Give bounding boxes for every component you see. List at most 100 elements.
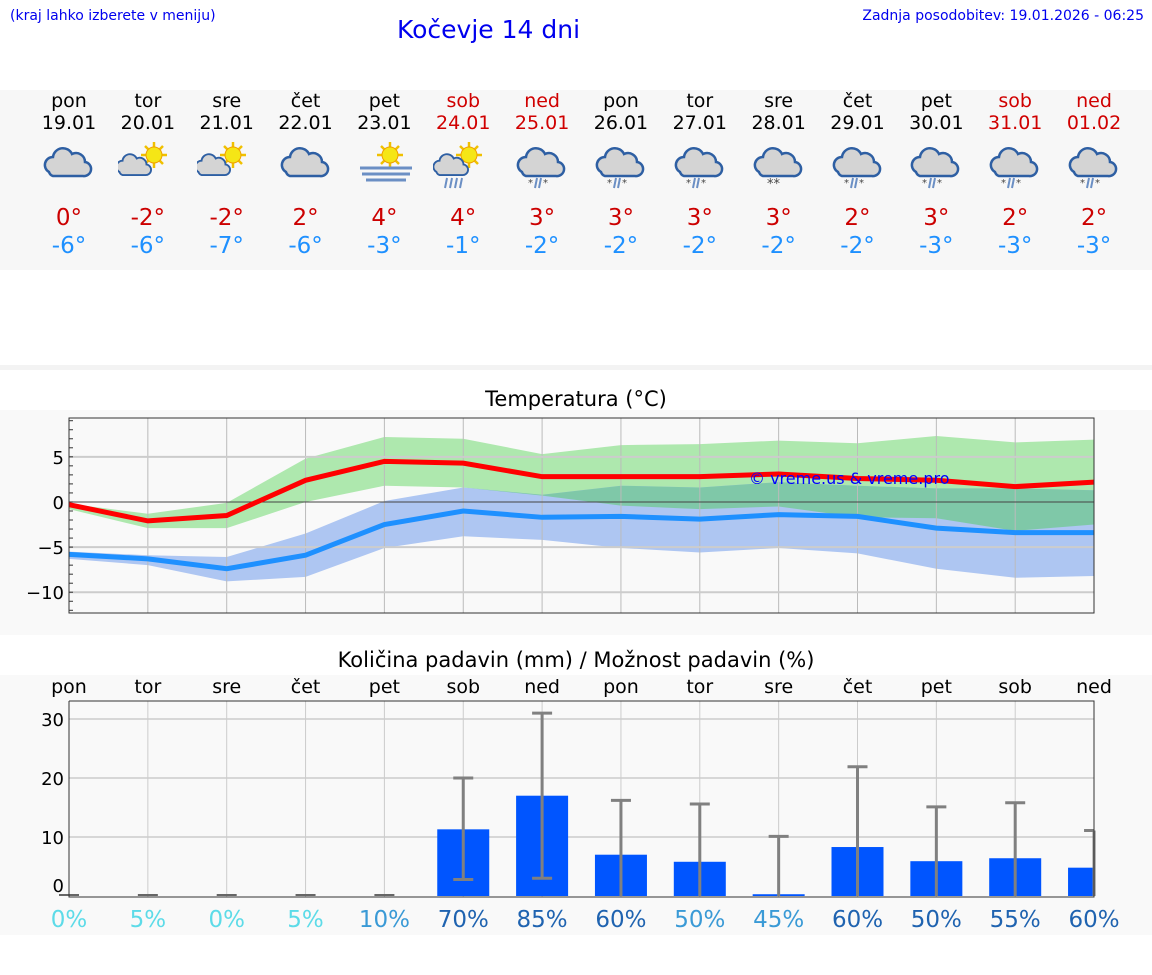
day-name: pet [920, 90, 952, 112]
day-forecast: sob 24.01 4° -1° [424, 90, 503, 260]
day-date: 31.01 [987, 112, 1043, 134]
day-date: 26.01 [593, 112, 649, 134]
cloudy-icon [30, 138, 109, 202]
day-forecast: čet 22.01 2° -6° [266, 90, 345, 260]
day-forecast: tor 27.01 * * 3° -2° [660, 90, 739, 260]
x-category-label: tor [686, 676, 713, 698]
day-forecast: sre 21.01 -2° -7° [187, 90, 266, 260]
temp-max: -2° [130, 205, 166, 231]
svg-text:*: * [1001, 178, 1006, 189]
x-category-label: sob [446, 676, 480, 698]
plot-border [68, 700, 1095, 898]
temperature-chart: 5 0 −5 −10 © vreme.us & vreme.pro [0, 410, 1152, 635]
temp-min: -3° [997, 233, 1033, 259]
temp-min: -3° [367, 233, 402, 259]
day-date: 19.01 [41, 112, 97, 134]
x-category-label: sob [998, 676, 1032, 698]
day-date: 25.01 [514, 112, 570, 134]
temperature-chart-title: Temperatura (°C) [485, 387, 667, 411]
partly-sunny-icon [108, 138, 187, 202]
x-category-label: pet [369, 676, 400, 698]
sleet-icon: * * [976, 138, 1055, 202]
x-category-label: ned [524, 676, 560, 698]
day-date: 23.01 [357, 112, 412, 134]
day-forecast: ned 25.01 * * 3° -2° [503, 90, 582, 260]
day-date: 22.01 [278, 112, 333, 134]
day-forecast: sob 31.01 * * 2° -3° [976, 90, 1055, 260]
temp-min: -3° [1076, 233, 1112, 259]
x-category-label: pon [51, 676, 87, 698]
precip-probability: 50% [911, 907, 962, 933]
temp-min: -2° [761, 233, 796, 259]
temp-max: 2° [844, 205, 871, 231]
day-name: sre [764, 90, 794, 112]
temp-max: 2° [1002, 205, 1029, 231]
day-name: pon [603, 90, 639, 112]
day-name: sre [212, 90, 242, 112]
precip-probability: 60% [832, 907, 883, 933]
temp-min: -7° [209, 233, 244, 259]
temp-max: 3° [607, 205, 634, 231]
sun-rain-icon [424, 138, 503, 202]
precip-probability: 60% [595, 907, 646, 933]
day-forecast: čet 29.01 * * 2° -2° [818, 90, 897, 260]
svg-text:*: * [543, 178, 548, 189]
svg-text:*: * [844, 178, 849, 189]
svg-text:*: * [937, 178, 942, 189]
day-date: 21.01 [199, 112, 254, 134]
precip-probability: 60% [1068, 907, 1119, 933]
y-tick-label: −10 [26, 583, 64, 604]
day-forecast: sre 28.01 ** 3° -2° [739, 90, 818, 260]
sleet-icon: * * [897, 138, 976, 202]
x-category-label: čet [843, 676, 873, 698]
location-hint: (kraj lahko izberete v meniju) [10, 8, 216, 24]
sleet-icon: * * [503, 138, 582, 202]
svg-text:*: * [528, 178, 533, 189]
day-name: pon [51, 90, 87, 112]
y-tick-label: 5 [53, 448, 64, 469]
day-forecast: ned 01.02 * * 2° -3° [1055, 90, 1134, 260]
temp-max: 3° [686, 205, 713, 231]
precipitation-chart-title: Količina padavin (mm) / Možnost padavin … [337, 648, 815, 672]
day-forecast: pet 30.01 * * 3° -3° [897, 90, 976, 260]
svg-text:**: ** [767, 177, 781, 192]
svg-text:*: * [622, 178, 627, 189]
y-tick-label: 30 [41, 710, 64, 731]
day-date: 27.01 [672, 112, 727, 134]
day-name: sob [446, 90, 481, 112]
day-name: čet [290, 90, 321, 112]
day-name: ned [524, 90, 560, 112]
cloudy-icon [266, 138, 345, 202]
y-tick-label: 20 [41, 769, 64, 790]
precipitation-chart: 30 20 10 0 pon tor sre čet pet sob ned pon tor sre čet… [0, 675, 1152, 935]
svg-text:*: * [1016, 178, 1021, 189]
range-overlap-band [69, 482, 1095, 531]
temp-max: -2° [209, 205, 244, 231]
temp-min: -1° [446, 233, 481, 259]
temp-min: -2° [603, 233, 639, 259]
temp-min: -2° [682, 233, 718, 259]
day-date: 30.01 [909, 112, 964, 134]
day-date: 24.01 [436, 112, 491, 134]
day-date: 29.01 [830, 112, 885, 134]
temp-min: -6° [51, 233, 87, 259]
temp-max: 4° [450, 205, 477, 231]
sleet-icon: * * [818, 138, 897, 202]
svg-text:*: * [1095, 178, 1100, 189]
temp-min: -6° [130, 233, 166, 259]
max-temp-line [68, 458, 1095, 524]
x-category-label: tor [134, 676, 161, 698]
precip-probability: 55% [990, 907, 1041, 933]
temp-max: 3° [765, 205, 792, 231]
x-category-label: ned [1076, 676, 1112, 698]
precip-probability: 0% [208, 907, 245, 933]
x-category-label: pon [603, 676, 639, 698]
sleet-icon: * * [1055, 138, 1134, 202]
y-tick-label: 0 [53, 493, 64, 514]
x-category-label: pet [921, 676, 952, 698]
y-tick-label: 0 [53, 876, 64, 897]
temp-max: 3° [529, 205, 556, 231]
temp-max: 0° [55, 205, 83, 231]
sun-fog-icon [345, 138, 424, 202]
y-tick-label: 10 [41, 828, 64, 849]
